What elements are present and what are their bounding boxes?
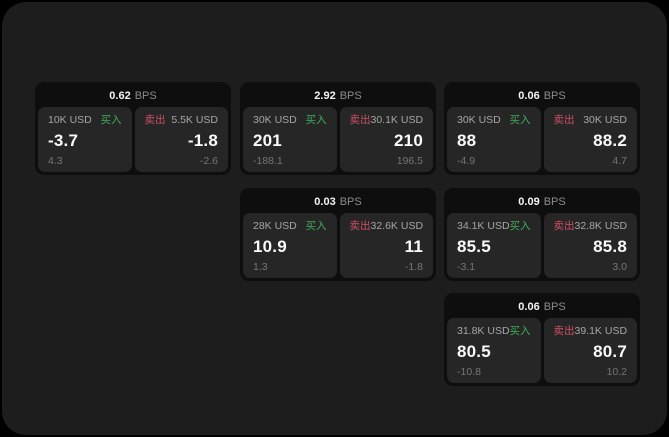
buy-side-label: 买入 [305,114,327,126]
sell-tile[interactable]: 卖出 30.1K USD 210 196.5 [339,107,433,172]
sell-tile[interactable]: 卖出 32.6K USD 11 -1.8 [339,213,433,278]
buy-side-label: 买入 [100,114,122,126]
card-body: 30K USD 买入 88 -4.9 卖出 30K USD 88.2 4.7 [447,107,637,172]
buy-tile[interactable]: 30K USD 买入 88 -4.9 [447,107,541,172]
sell-size: 30K USD [583,114,627,126]
sell-delta: -2.6 [199,154,218,167]
buy-tile[interactable]: 10K USD 买入 -3.7 4.3 [38,107,132,172]
buy-delta: -4.9 [457,154,476,167]
buy-tile[interactable]: 34.1K USD 买入 85.5 -3.1 [447,213,541,278]
buy-size: 30K USD [457,114,501,126]
sell-size: 30.1K USD [370,114,424,126]
buy-size: 34.1K USD [457,220,510,232]
sell-side-label: 卖出 [144,114,166,126]
bps-value: 0.62 [109,89,131,102]
sell-price: 80.7 [593,342,627,361]
sell-price: 88.2 [593,131,627,150]
sell-price: 11 [404,237,423,256]
buy-tile[interactable]: 31.8K USD 买入 80.5 -10.8 [447,318,541,383]
sell-side-label: 卖出 [349,220,371,232]
sell-price: 210 [394,131,423,150]
buy-price: 88 [457,131,477,150]
buy-delta: -10.8 [457,365,481,378]
buy-side-label: 买入 [509,325,531,337]
card-header: 0.62 BPS [38,85,228,107]
buy-price: 85.5 [457,237,491,256]
card-header: 2.92 BPS [243,85,433,107]
bps-unit-label: BPS [339,195,362,208]
quote-card: 0.09 BPS 34.1K USD 买入 85.5 -3.1 卖出 32.8K… [444,188,640,281]
quote-card: 0.06 BPS 31.8K USD 买入 80.5 -10.8 卖出 39.1… [444,293,640,386]
sell-delta: 3.0 [612,260,627,273]
sell-side-label: 卖出 [553,220,575,232]
sell-side-label: 卖出 [553,325,575,337]
buy-price: 80.5 [457,342,491,361]
buy-delta: 4.3 [48,154,63,167]
bps-unit-label: BPS [543,89,566,102]
sell-side-label: 卖出 [349,114,371,126]
quote-card: 0.62 BPS 10K USD 买入 -3.7 4.3 卖出 5.5K USD… [35,82,231,175]
sell-tile[interactable]: 卖出 32.8K USD 85.8 3.0 [543,213,637,278]
sell-delta: 196.5 [396,154,423,167]
sell-size: 39.1K USD [574,325,628,337]
sell-delta: 10.2 [606,365,627,378]
card-body: 34.1K USD 买入 85.5 -3.1 卖出 32.8K USD 85.8… [447,213,637,278]
card-header: 0.06 BPS [447,296,637,318]
buy-tile[interactable]: 30K USD 买入 201 -188.1 [243,107,337,172]
sell-price: 85.8 [593,237,627,256]
bps-unit-label: BPS [339,89,362,102]
quote-card: 0.06 BPS 30K USD 买入 88 -4.9 卖出 30K USD 8… [444,82,640,175]
sell-size: 32.8K USD [574,220,628,232]
bps-unit-label: BPS [543,195,566,208]
buy-size: 31.8K USD [457,325,510,337]
buy-side-label: 买入 [509,220,531,232]
buy-size: 30K USD [253,114,297,126]
quote-card: 2.92 BPS 30K USD 买入 201 -188.1 卖出 30.1K … [240,82,436,175]
sell-size: 32.6K USD [370,220,424,232]
bps-unit-label: BPS [543,300,566,313]
sell-price: -1.8 [187,131,218,150]
buy-size: 28K USD [253,220,297,232]
card-body: 10K USD 买入 -3.7 4.3 卖出 5.5K USD -1.8 -2.… [38,107,228,172]
buy-price: -3.7 [48,131,79,150]
buy-delta: 1.3 [253,260,268,273]
buy-delta: -3.1 [457,260,476,273]
quote-card: 0.03 BPS 28K USD 买入 10.9 1.3 卖出 32.6K US… [240,188,436,281]
buy-delta: -188.1 [253,154,283,167]
sell-delta: 4.7 [612,154,627,167]
buy-side-label: 买入 [305,220,327,232]
card-header: 0.09 BPS [447,191,637,213]
buy-tile[interactable]: 28K USD 买入 10.9 1.3 [243,213,337,278]
sell-tile[interactable]: 卖出 39.1K USD 80.7 10.2 [543,318,637,383]
buy-price: 201 [253,131,282,150]
sell-tile[interactable]: 卖出 30K USD 88.2 4.7 [543,107,637,172]
bps-value: 0.06 [518,89,540,102]
sell-delta: -1.8 [404,260,423,273]
buy-price: 10.9 [253,237,287,256]
card-header: 0.06 BPS [447,85,637,107]
bps-unit-label: BPS [134,89,157,102]
bps-value: 2.92 [314,89,336,102]
bps-value: 0.03 [314,195,336,208]
card-body: 31.8K USD 买入 80.5 -10.8 卖出 39.1K USD 80.… [447,318,637,383]
card-header: 0.03 BPS [243,191,433,213]
card-body: 30K USD 买入 201 -188.1 卖出 30.1K USD 210 1… [243,107,433,172]
buy-size: 10K USD [48,114,92,126]
buy-side-label: 买入 [509,114,531,126]
card-body: 28K USD 买入 10.9 1.3 卖出 32.6K USD 11 -1.8 [243,213,433,278]
bps-value: 0.09 [518,195,540,208]
bps-value: 0.06 [518,300,540,313]
sell-tile[interactable]: 卖出 5.5K USD -1.8 -2.6 [134,107,228,172]
sell-side-label: 卖出 [553,114,575,126]
sell-size: 5.5K USD [171,114,218,126]
